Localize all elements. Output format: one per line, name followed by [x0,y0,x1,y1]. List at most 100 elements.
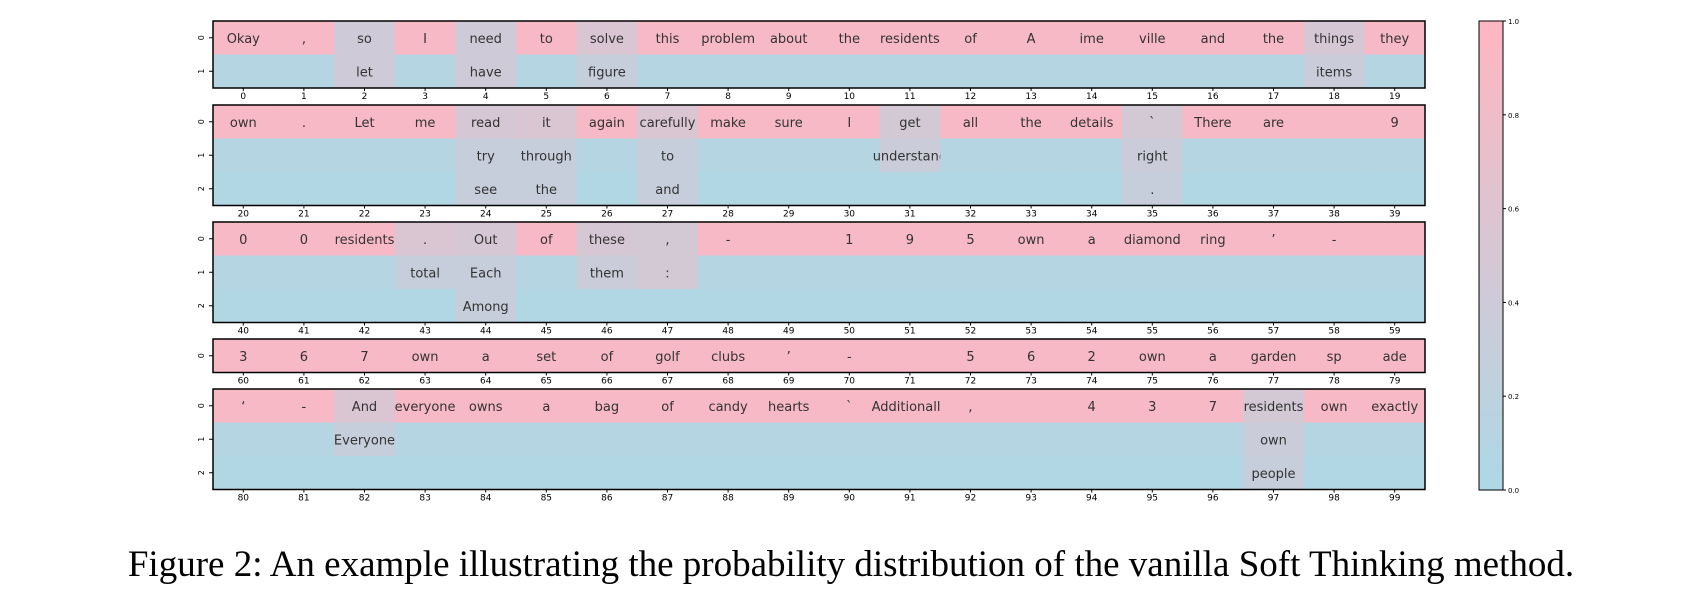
heatmap-cell [637,389,699,423]
cell-token: make [710,116,746,131]
heatmap-cell [1061,138,1123,173]
x-tick-label: 74 [1086,377,1098,387]
x-tick-label: 93 [1025,494,1036,504]
heatmap-cell [576,389,638,423]
heatmap-cell [1243,289,1305,323]
heatmap-cell [213,289,275,323]
heatmap-cell [1364,255,1426,290]
cell-token: all [963,116,978,131]
x-tick-label: 45 [541,327,552,337]
heatmap-cell [1061,21,1123,55]
cell-token: carefully [640,116,696,131]
cell-token: ’ [787,350,791,365]
heatmap-cell [697,54,759,89]
heatmap-cell [1182,389,1244,423]
heatmap-cell [1000,422,1062,457]
heatmap-cell [697,422,759,457]
heatmap-cell [819,389,881,423]
heatmap-cell [1243,222,1305,256]
x-tick-label: 9 [786,92,792,102]
heatmap-cell [879,339,941,373]
heatmap-cell [637,339,699,373]
heatmap-cell [273,456,335,490]
heatmap-cell [576,255,638,290]
x-tick-label: 64 [480,377,492,387]
heatmap-cell [576,54,638,89]
heatmap-cell [1303,222,1365,256]
heatmap-cell [879,255,941,290]
cell-token: bag [595,400,619,415]
heatmap-cell [516,172,578,206]
heatmap-cell [1000,255,1062,290]
heatmap-cell [516,456,578,490]
cell-token: clubs [711,350,745,365]
heatmap-cell [758,222,820,256]
heatmap-cell [273,21,335,55]
x-tick-label: 5 [543,92,549,102]
heatmap-cell [637,105,699,139]
figure-caption: Figure 2: An example illustrating the pr… [127,544,1575,585]
heatmap-cell [758,422,820,457]
heatmap-cell [637,138,699,173]
cell-token: 6 [1027,350,1035,365]
cell-token: ` [846,400,853,415]
x-tick-label: 48 [722,327,734,337]
x-tick-label: 69 [783,377,795,387]
heatmap-cell [879,289,941,323]
x-tick-label: 23 [419,210,430,220]
heatmap-cell [516,105,578,139]
heatmap-cell [1122,456,1184,490]
heatmap-cell [1000,21,1062,55]
x-tick-label: 43 [419,327,430,337]
x-tick-label: 57 [1268,327,1279,337]
y-tick-label: 2 [197,303,206,308]
heatmap-cell [334,222,396,256]
cell-token: diamond [1124,233,1181,248]
x-tick-label: 84 [480,494,492,504]
x-tick-label: 92 [965,494,976,504]
heatmap-cell [334,21,396,55]
x-tick-label: 61 [298,377,309,387]
heatmap-cell [758,172,820,206]
cell-token: the [536,183,557,198]
x-tick-label: 38 [1328,210,1340,220]
heatmap-cell [819,105,881,139]
heatmap-cell [334,255,396,290]
heatmap-cell [1303,422,1365,457]
x-tick-label: 58 [1328,327,1340,337]
colorbar-tick-label: 0.4 [1508,299,1520,307]
cell-token: ‘ [241,400,245,415]
y-tick-label: 2 [197,470,206,475]
heatmap-cell [1364,138,1426,173]
cell-token: Among [463,300,509,315]
x-tick-label: 80 [238,494,250,504]
cell-token: 1 [845,233,853,248]
colorbar-tick-label: 1.0 [1508,18,1519,26]
heatmap-cell [576,172,638,206]
cell-token: let [356,65,373,80]
heatmap-cell [1303,54,1365,89]
x-tick-label: 44 [480,327,492,337]
cell-token: and [1201,32,1225,47]
cell-token: a [1088,233,1096,248]
heatmap-cell [1243,339,1305,373]
heatmap-cell [576,456,638,490]
heatmap-cell [637,289,699,323]
heatmap-cell [1364,105,1426,139]
x-tick-label: 16 [1207,92,1219,102]
cell-token: sure [775,116,803,131]
x-tick-label: 96 [1207,494,1219,504]
x-tick-label: 11 [904,92,915,102]
heatmap-cell [819,456,881,490]
heatmap-cell [1000,289,1062,323]
heatmap-cell [1122,422,1184,457]
heatmap-cell [455,289,517,323]
heatmap-cell [758,138,820,173]
heatmap-cell [1364,339,1426,373]
cell-token: people [1251,467,1295,482]
heatmap-cell [1182,339,1244,373]
heatmap-cell [394,339,456,373]
cell-token: own [412,350,439,365]
heatmap-cell [516,339,578,373]
